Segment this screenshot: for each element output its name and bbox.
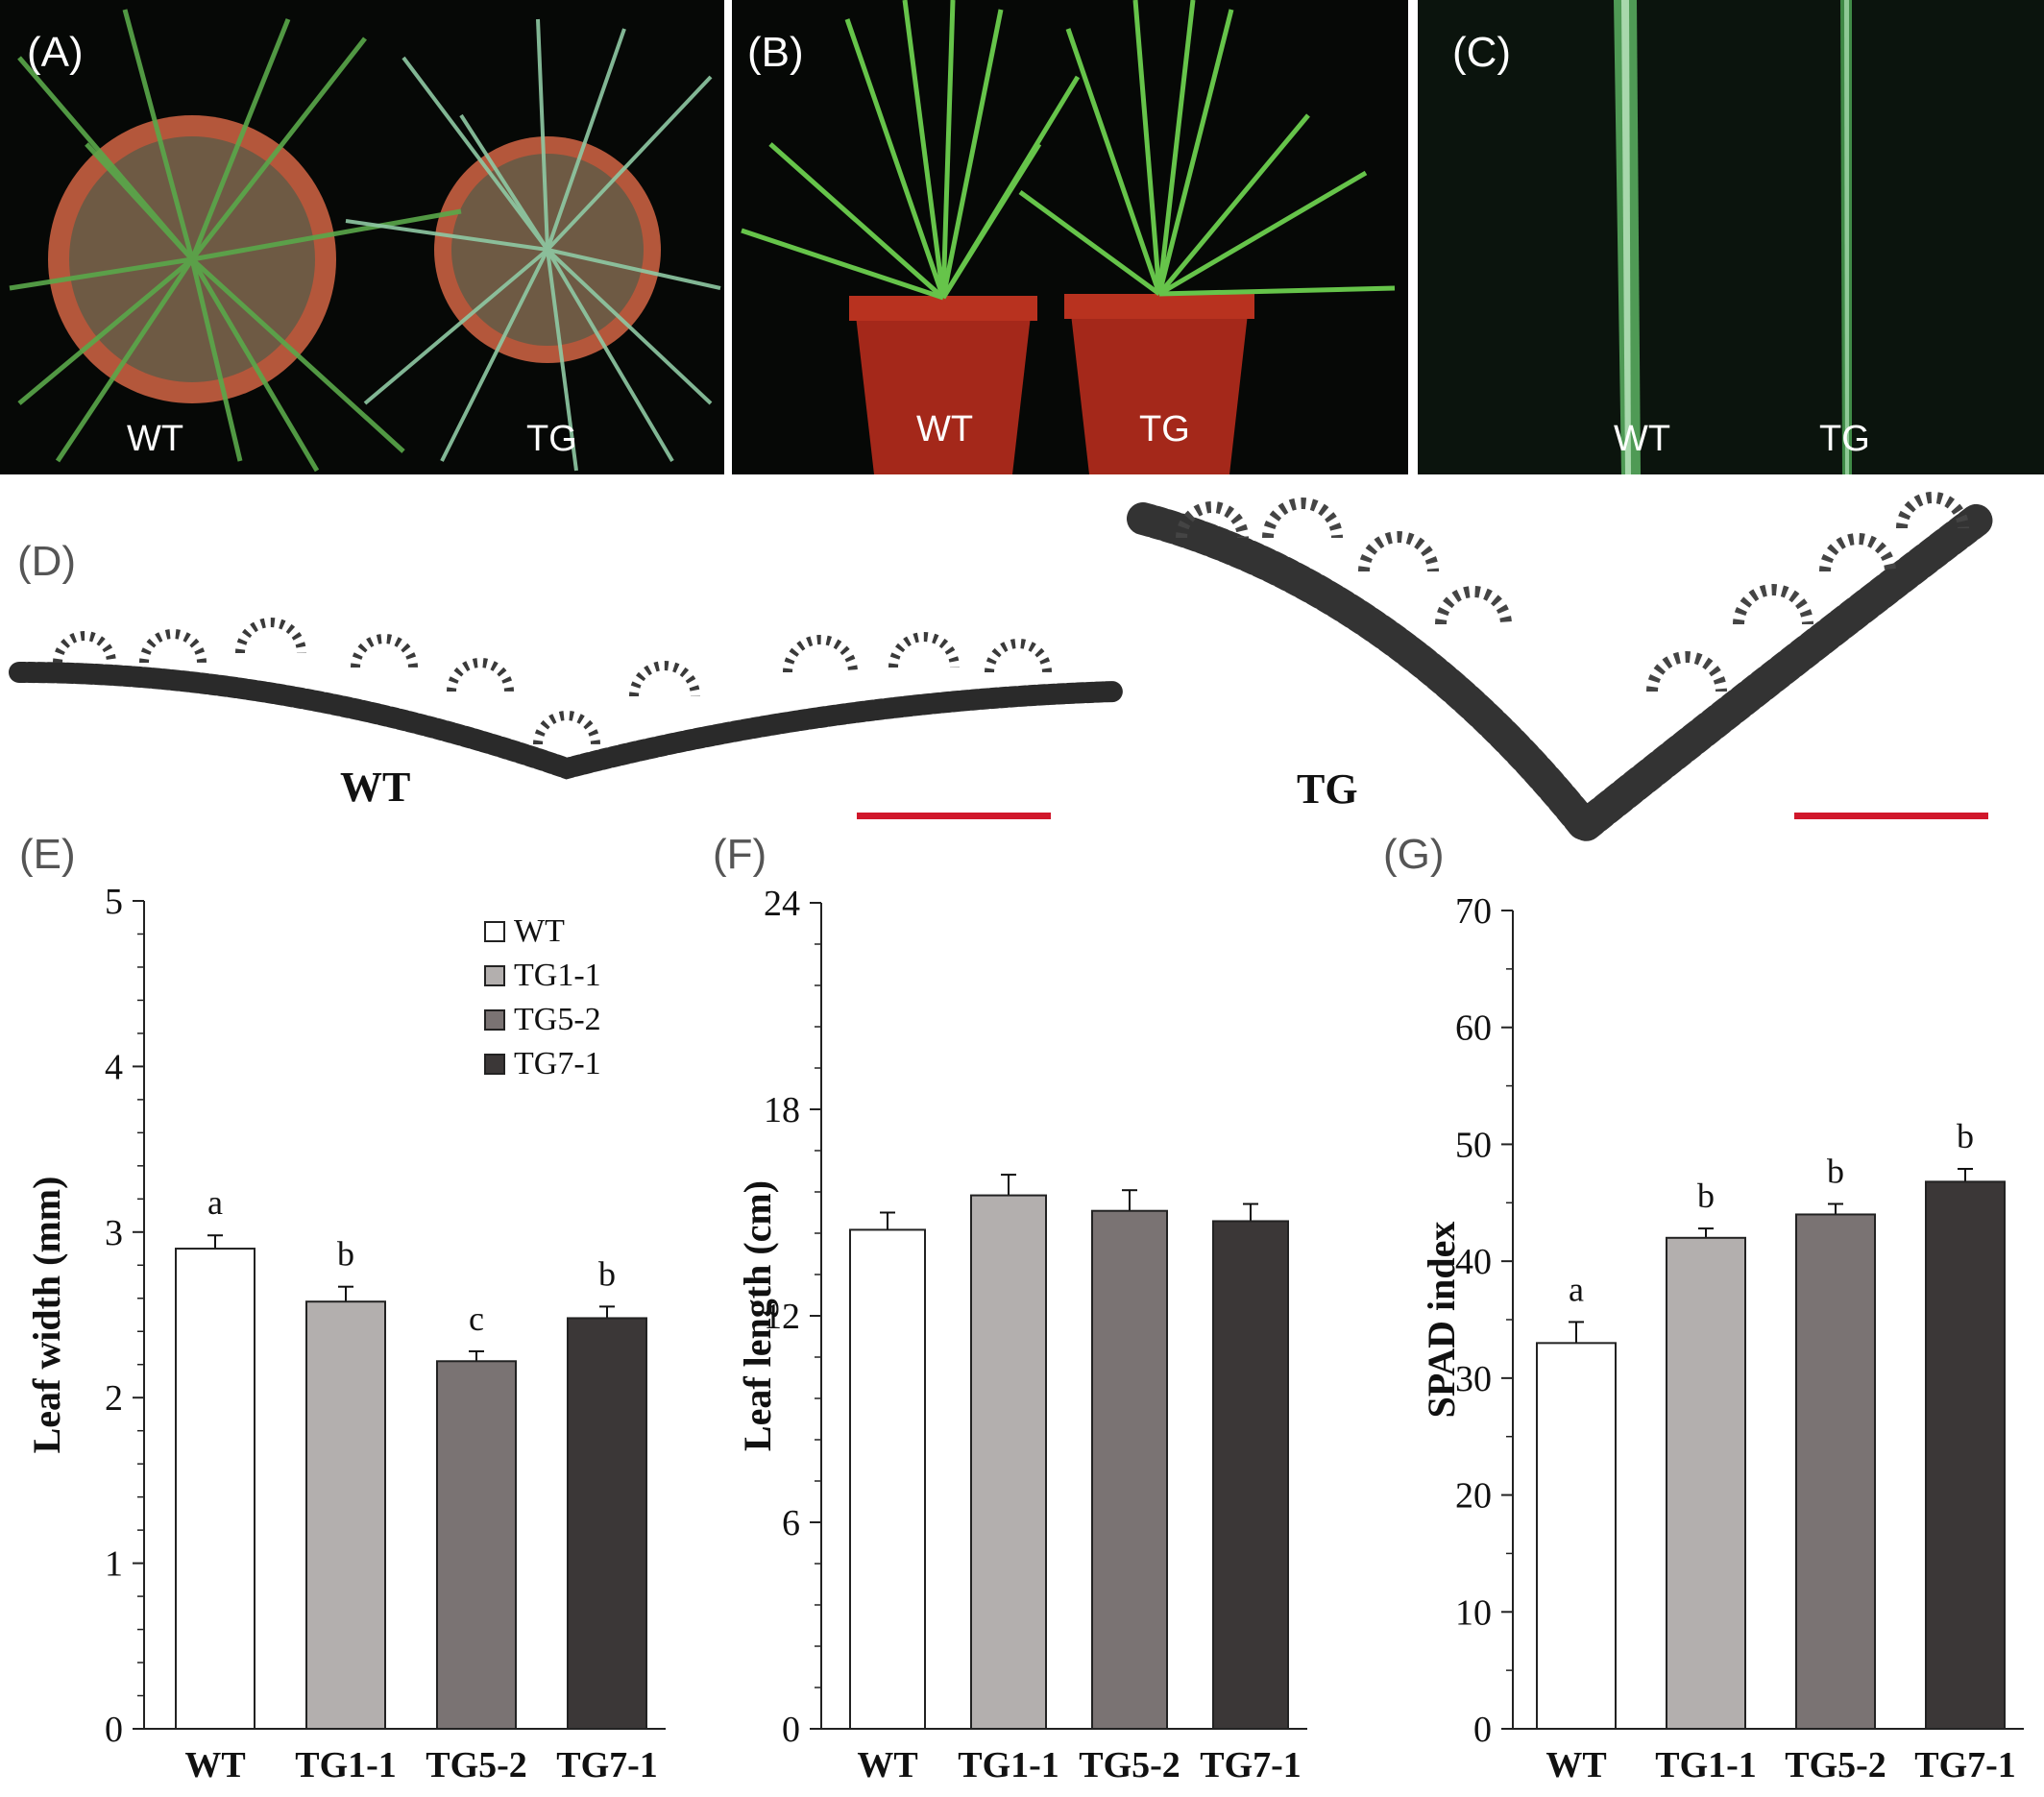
panel-c-photo: (C) WT TG bbox=[1418, 0, 2044, 474]
x-tick-label: WT bbox=[1545, 1745, 1606, 1785]
chart-g: (G) 0 10 20 30 40 50 60 70 SPAD index a WT b TG1-1 b TG… bbox=[1364, 826, 2044, 1797]
legend-swatch bbox=[484, 1009, 505, 1031]
legend-label: TG7-1 bbox=[514, 1046, 601, 1081]
legend-swatch bbox=[484, 921, 505, 942]
y-tick-label: 1 bbox=[105, 1544, 123, 1585]
chart-panel-label: (G) bbox=[1383, 831, 1445, 878]
bar-wt bbox=[175, 1248, 256, 1730]
y-tick-label: 60 bbox=[1455, 1008, 1492, 1049]
panel-d: (D) WT TG bbox=[0, 480, 2044, 864]
y-axis-label: Leaf length (cm) bbox=[736, 1180, 779, 1451]
panel-d-scale-bar-wt bbox=[857, 813, 1051, 819]
chart-e: (E) 0 1 2 3 4 5 Leaf width (mm) a WT b TG1-1 c TG5-2 b… bbox=[0, 826, 692, 1797]
x-tick-label: TG5-2 bbox=[426, 1745, 527, 1785]
legend-label: WT bbox=[514, 913, 565, 949]
chart-f: (F) 0 6 12 18 24 Leaf length (cm) WT TG1-1 TG5-2 T… bbox=[692, 826, 1364, 1797]
significance-letter: b bbox=[337, 1235, 354, 1274]
leaf-closeup-drawing bbox=[1614, 0, 1852, 474]
bar-tg7-1 bbox=[567, 1317, 647, 1730]
y-tick-label: 0 bbox=[782, 1710, 800, 1750]
panel-d-tg-caption: TG bbox=[1297, 765, 1358, 813]
y-tick-label: 20 bbox=[1455, 1476, 1492, 1517]
panel-d-scale-bar-tg bbox=[1794, 813, 1988, 819]
bar-tg1-1 bbox=[1666, 1236, 1746, 1730]
y-tick-label: 30 bbox=[1455, 1359, 1492, 1399]
x-tick-label: TG1-1 bbox=[295, 1745, 397, 1785]
significance-letter: a bbox=[1569, 1270, 1584, 1308]
bar-tg7-1 bbox=[1212, 1220, 1289, 1731]
plant-top-view-drawing bbox=[9, 9, 721, 473]
significance-letter: b bbox=[1827, 1153, 1844, 1191]
significance-letter: b bbox=[1697, 1177, 1715, 1215]
panel-a-wt-tag: WT bbox=[127, 419, 184, 459]
x-tick-label: TG5-2 bbox=[1785, 1745, 1886, 1785]
legend-swatch bbox=[484, 1054, 505, 1075]
bar-tg5-2 bbox=[1795, 1213, 1876, 1730]
y-tick-label: 5 bbox=[105, 882, 123, 922]
panel-d-wt-caption: WT bbox=[340, 764, 411, 811]
x-tick-label: TG7-1 bbox=[556, 1745, 658, 1785]
significance-letter: b bbox=[1957, 1117, 1974, 1155]
bar-tg5-2 bbox=[1091, 1209, 1168, 1731]
chart-panel-label: (F) bbox=[713, 831, 766, 878]
y-tick-label: 40 bbox=[1455, 1242, 1492, 1282]
legend-label: TG1-1 bbox=[514, 958, 601, 993]
significance-letter: b bbox=[598, 1254, 616, 1293]
x-tick-label: WT bbox=[184, 1745, 245, 1785]
x-tick-label: WT bbox=[857, 1745, 917, 1785]
panel-c-wt-tag: WT bbox=[1614, 419, 1671, 459]
legend-label: TG5-2 bbox=[514, 1002, 601, 1037]
y-tick-label: 24 bbox=[764, 884, 800, 924]
panel-d-label: (D) bbox=[17, 538, 77, 585]
panel-b-wt-tag: WT bbox=[916, 409, 974, 449]
legend-swatch bbox=[484, 965, 505, 986]
panel-a-label: (A) bbox=[27, 29, 84, 76]
panel-b-photo: (B) WT TG bbox=[732, 0, 1408, 474]
panel-a-photo: (A) WT TG bbox=[0, 0, 724, 474]
y-tick-label: 6 bbox=[782, 1503, 800, 1543]
y-tick-label: 2 bbox=[105, 1378, 123, 1419]
y-tick-label: 70 bbox=[1455, 891, 1492, 932]
significance-letter: c bbox=[469, 1299, 484, 1338]
y-tick-label: 50 bbox=[1455, 1125, 1492, 1165]
y-tick-label: 12 bbox=[764, 1297, 800, 1337]
panel-b-label: (B) bbox=[747, 29, 804, 76]
plant-side-view-drawing bbox=[741, 0, 1396, 474]
y-tick-label: 18 bbox=[764, 1090, 800, 1130]
x-tick-label: TG7-1 bbox=[1914, 1745, 2016, 1785]
x-tick-label: TG1-1 bbox=[958, 1745, 1059, 1785]
leaf-length-chart: (F) 0 6 12 18 24 Leaf length (cm) WT TG1-1 TG5-2 T… bbox=[713, 831, 1307, 1785]
significance-letter: a bbox=[207, 1183, 223, 1222]
leaf-cross-section-drawing bbox=[9, 492, 1995, 849]
panel-b-tg-tag: TG bbox=[1139, 409, 1190, 449]
x-tick-label: TG5-2 bbox=[1079, 1745, 1180, 1785]
bar-tg5-2 bbox=[436, 1360, 517, 1730]
bar-tg1-1 bbox=[970, 1194, 1047, 1731]
bar-tg1-1 bbox=[305, 1300, 386, 1730]
x-tick-label: TG7-1 bbox=[1200, 1745, 1302, 1785]
panel-c-label: (C) bbox=[1452, 29, 1512, 76]
bar-wt bbox=[849, 1228, 926, 1730]
chart-panel-label: (E) bbox=[19, 831, 76, 878]
panel-a-tg-tag: TG bbox=[526, 419, 577, 459]
y-tick-label: 0 bbox=[105, 1710, 123, 1750]
y-axis-label: Leaf width (mm) bbox=[25, 1177, 68, 1454]
panel-c-tg-tag: TG bbox=[1819, 419, 1870, 459]
y-tick-label: 10 bbox=[1455, 1592, 1492, 1633]
bar-wt bbox=[1536, 1342, 1617, 1730]
x-tick-label: TG1-1 bbox=[1655, 1745, 1757, 1785]
y-tick-label: 0 bbox=[1473, 1710, 1492, 1750]
y-tick-label: 3 bbox=[105, 1213, 123, 1253]
spad-index-chart: (G) 0 10 20 30 40 50 60 70 SPAD index a WT b TG1-1 b TG… bbox=[1383, 831, 2024, 1785]
leaf-width-chart: (E) 0 1 2 3 4 5 Leaf width (mm) a WT b TG1-1 c TG5-2 b… bbox=[19, 831, 666, 1785]
y-axis-label: SPAD index bbox=[1420, 1222, 1463, 1419]
bar-tg7-1 bbox=[1925, 1180, 2006, 1730]
y-tick-label: 4 bbox=[105, 1047, 123, 1087]
